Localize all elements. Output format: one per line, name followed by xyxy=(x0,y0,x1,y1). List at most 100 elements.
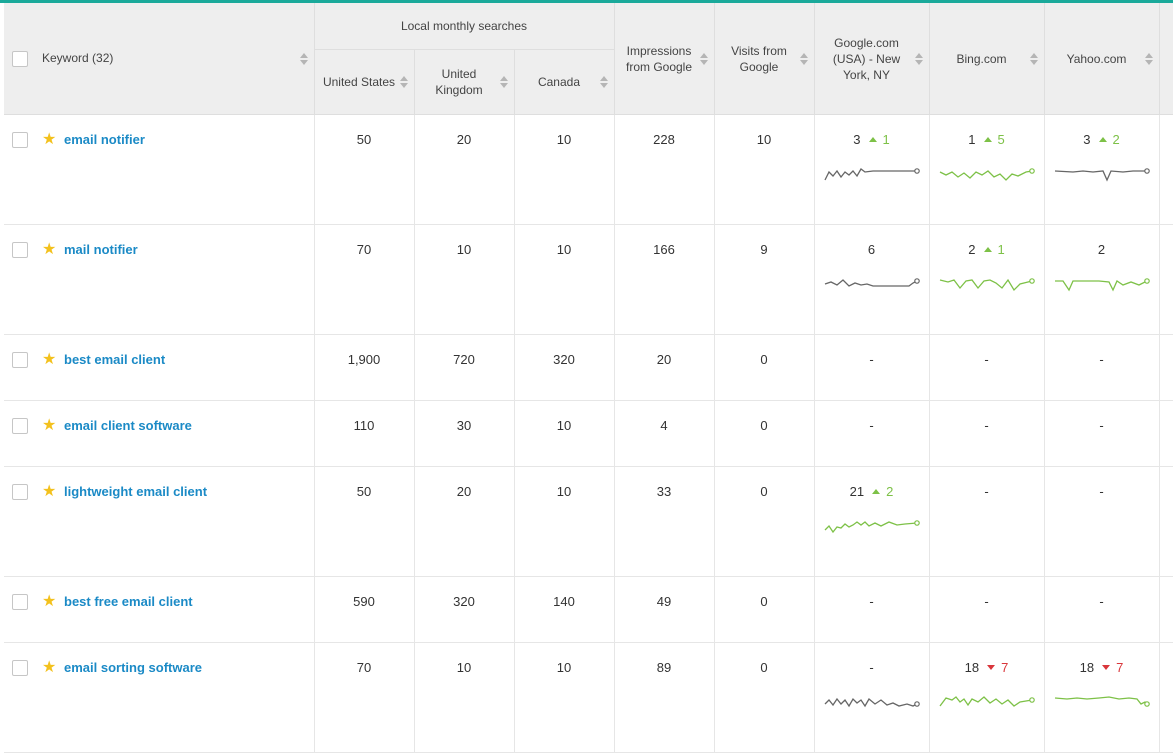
row-filler xyxy=(1159,466,1173,577)
bing-rank: - xyxy=(930,335,1044,368)
impressions-cell-value: 166 xyxy=(653,242,675,257)
rank-history-sparkline[interactable] xyxy=(823,518,921,536)
rank-history-sparkline[interactable] xyxy=(823,276,921,294)
canada-searches-cell-value: 10 xyxy=(556,484,572,499)
us-searches-cell-value: 70 xyxy=(356,242,372,257)
row-checkbox[interactable] xyxy=(12,241,28,258)
arrow-up-icon xyxy=(983,246,992,252)
rank-change: 2 xyxy=(886,484,894,499)
rank-value: 21 xyxy=(849,484,865,499)
rank-history-sparkline[interactable] xyxy=(1053,694,1151,712)
arrow-up-icon xyxy=(983,136,992,142)
star-icon[interactable]: ★ xyxy=(42,130,57,148)
row-checkbox[interactable] xyxy=(12,659,28,676)
keyword-link[interactable]: best free email client xyxy=(64,594,193,610)
impressions-cell-value: 33 xyxy=(656,484,672,499)
sort-icon[interactable] xyxy=(399,76,408,88)
keyword-link[interactable]: mail notifier xyxy=(64,242,138,258)
sparkline-path xyxy=(939,170,1032,181)
rank-history-sparkline[interactable] xyxy=(823,694,921,712)
table-row[interactable]: ★ best free email client 590 320 140 49 0 - - - xyxy=(4,576,1173,643)
visits-cell: 0 xyxy=(714,334,815,401)
uk-searches-cell: 720 xyxy=(414,334,515,401)
star-icon[interactable]: ★ xyxy=(42,416,57,434)
bing-rank-cell: - xyxy=(929,400,1045,467)
table-row[interactable]: ★ best email client 1,900 720 320 20 0 - - - xyxy=(4,334,1173,401)
visits-column-header[interactable]: Visits from Google xyxy=(714,3,815,115)
row-checkbox[interactable] xyxy=(12,417,28,434)
rank-history-sparkline[interactable] xyxy=(938,694,1036,712)
row-filler xyxy=(1159,114,1173,225)
impressions-cell-value: 89 xyxy=(656,660,672,675)
rank-history-sparkline[interactable] xyxy=(1053,166,1151,184)
keyword-link[interactable]: email client software xyxy=(64,418,192,434)
sort-icon[interactable] xyxy=(299,52,308,65)
sparkline-endpoint xyxy=(1143,168,1150,174)
sparkline-endpoint xyxy=(1028,278,1035,284)
visits-cell: 0 xyxy=(714,466,815,577)
star-icon[interactable]: ★ xyxy=(42,482,57,500)
rank-value: - xyxy=(984,484,989,499)
keyword-link[interactable]: lightweight email client xyxy=(64,484,208,500)
star-icon[interactable]: ★ xyxy=(42,240,57,258)
rank-value: - xyxy=(869,352,874,367)
us-column-header[interactable]: United States xyxy=(314,49,415,115)
row-checkbox[interactable] xyxy=(12,593,28,610)
keyword-cell: ★ best email client xyxy=(4,334,315,401)
table-row[interactable]: ★ lightweight email client 50 20 10 33 0 21 2 - - xyxy=(4,466,1173,577)
keyword-link[interactable]: email notifier xyxy=(64,132,145,148)
rank-history-sparkline[interactable] xyxy=(1053,276,1151,294)
bing-rank-cell: - xyxy=(929,334,1045,401)
table-row[interactable]: ★ mail notifier 70 10 10 166 9 6 2 1 2 xyxy=(4,224,1173,335)
rank-history-sparkline[interactable] xyxy=(823,166,921,184)
canada-searches-cell: 10 xyxy=(514,466,615,577)
keywords-table: Keyword (32) Local monthly searches Impr… xyxy=(4,3,1173,753)
table-row[interactable]: ★ email sorting software 70 10 10 89 0 - 18 7 18 7 xyxy=(4,642,1173,753)
keyword-cell: ★ email client software xyxy=(4,400,315,467)
sort-icon[interactable] xyxy=(799,52,808,65)
google-rank-cell: 21 2 xyxy=(814,466,930,577)
sort-icon[interactable] xyxy=(1029,52,1038,65)
impressions-column-header[interactable]: Impressions from Google xyxy=(614,3,715,115)
star-icon[interactable]: ★ xyxy=(42,350,57,368)
uk-searches-cell-value: 30 xyxy=(456,418,472,433)
uk-searches-cell: 10 xyxy=(414,224,515,335)
google-column-header[interactable]: Google.com (USA) - New York, NY xyxy=(814,3,930,115)
star-icon[interactable]: ★ xyxy=(42,592,57,610)
keyword-link[interactable]: best email client xyxy=(64,352,166,368)
select-all-checkbox[interactable] xyxy=(12,50,28,67)
uk-searches-cell: 20 xyxy=(414,466,515,577)
row-checkbox[interactable] xyxy=(12,131,28,148)
arrow-down-icon xyxy=(1102,665,1111,671)
row-checkbox[interactable] xyxy=(12,483,28,500)
keyword-cell: ★ lightweight email client xyxy=(4,466,315,577)
sort-icon[interactable] xyxy=(699,52,708,65)
star-icon[interactable]: ★ xyxy=(42,658,57,676)
row-checkbox[interactable] xyxy=(12,351,28,368)
keyword-link[interactable]: email sorting software xyxy=(64,660,202,676)
impressions-cell-value: 49 xyxy=(656,594,672,609)
yahoo-rank: - xyxy=(1045,335,1159,368)
google-rank: - xyxy=(815,335,929,368)
canada-column-header[interactable]: Canada xyxy=(514,49,615,115)
sort-icon[interactable] xyxy=(599,76,608,88)
sort-icon[interactable] xyxy=(499,76,508,88)
yahoo-rank-cell: - xyxy=(1044,400,1160,467)
rank-history-sparkline[interactable] xyxy=(938,276,1036,294)
uk-column-header[interactable]: United Kingdom xyxy=(414,49,515,115)
visits-cell: 0 xyxy=(714,400,815,467)
sort-icon[interactable] xyxy=(1144,52,1153,65)
table-row[interactable]: ★ email notifier 50 20 10 228 10 3 1 1 5 3 2 xyxy=(4,114,1173,225)
sort-icon[interactable] xyxy=(914,52,923,65)
bing-rank: - xyxy=(930,401,1044,434)
bing-column-header[interactable]: Bing.com xyxy=(929,3,1045,115)
yahoo-column-header[interactable]: Yahoo.com xyxy=(1044,3,1160,115)
bing-rank-cell: - xyxy=(929,466,1045,577)
uk-searches-cell-value: 320 xyxy=(453,594,475,609)
rank-history-sparkline[interactable] xyxy=(938,166,1036,184)
keyword-cell: ★ best free email client xyxy=(4,576,315,643)
table-row[interactable]: ★ email client software 110 30 10 4 0 - - - xyxy=(4,400,1173,467)
sparkline-endpoint xyxy=(1028,168,1035,174)
keyword-column-header[interactable]: Keyword (32) xyxy=(4,3,315,115)
